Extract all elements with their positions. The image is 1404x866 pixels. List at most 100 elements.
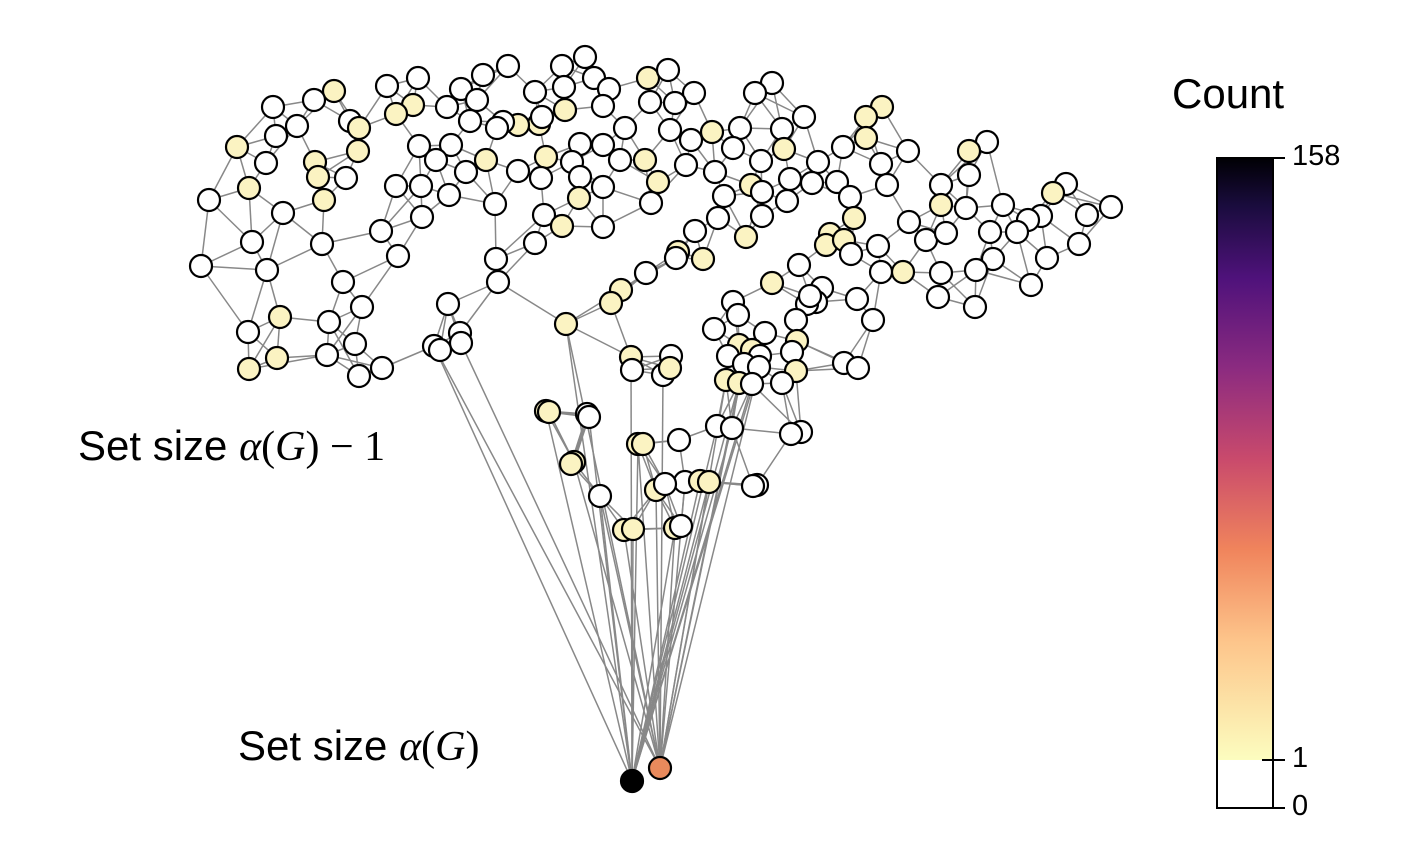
graph-node-count-one: [321, 78, 347, 104]
sink-node-black: [619, 768, 645, 794]
graph-node-count-one: [853, 125, 879, 151]
graph-node-count-zero: [342, 331, 368, 357]
graph-node-count-zero: [868, 259, 894, 285]
sink-edge: [659, 379, 727, 769]
set-size-alpha-label: Set size α(G): [238, 722, 479, 771]
graph-symbol: G: [435, 724, 466, 770]
colorbar-tick-label-max: 158: [1292, 140, 1341, 172]
graph-node-count-zero: [1018, 272, 1044, 298]
graph-node-count-one: [552, 97, 578, 123]
graph-node-count-zero: [483, 246, 509, 272]
graph-node-count-one: [311, 187, 337, 213]
graph-node-count-one: [533, 144, 559, 170]
graph-node-count-zero: [865, 233, 891, 259]
sink-edge: [659, 374, 664, 769]
graph-node-count-zero: [725, 302, 751, 328]
colorbar-gradient: [1217, 158, 1273, 760]
graph-node-count-zero: [590, 174, 616, 200]
graph-node-count-zero: [188, 253, 214, 279]
graph-edge: [200, 265, 249, 333]
sink-node-orange: [647, 755, 673, 781]
graph-symbol: G: [275, 424, 306, 470]
graph-node-count-zero: [239, 229, 265, 255]
graph-node-count-zero: [464, 87, 490, 113]
sink-edge: [655, 489, 661, 769]
graph-node-count-zero: [316, 309, 342, 335]
graph-node-count-zero: [590, 93, 616, 119]
graph-node-count-zero: [590, 214, 616, 240]
sink-edge: [630, 356, 633, 782]
graph-node-count-zero: [551, 74, 577, 100]
graph-node-count-one: [759, 270, 785, 296]
graph-node-count-zero: [956, 162, 982, 188]
sink-edge: [545, 410, 633, 782]
graph-node-count-one: [566, 185, 592, 211]
graph-node-count-one: [558, 451, 584, 477]
graph-node-count-one: [267, 304, 293, 330]
sink-edge: [433, 345, 633, 782]
graph-node-count-zero: [522, 79, 548, 105]
graph-node-count-zero: [742, 80, 768, 106]
graph-node-count-one: [890, 259, 916, 285]
graph-node-count-one: [598, 290, 624, 316]
graph-node-count-zero: [438, 132, 464, 158]
graph-node-count-zero: [748, 148, 774, 174]
graph-node-count-zero: [838, 241, 864, 267]
graph-node-count-zero: [786, 252, 812, 278]
graph-node-count-zero: [607, 147, 633, 173]
graph-node-count-zero: [1004, 219, 1030, 245]
graph-node-count-zero: [783, 307, 809, 333]
graph-node-count-zero: [666, 427, 692, 453]
graph-node-count-zero: [470, 62, 496, 88]
graph-edge: [497, 281, 567, 325]
graph-node-count-zero: [531, 202, 557, 228]
graph-node-count-zero: [681, 80, 707, 106]
graph-node-count-zero: [529, 104, 555, 130]
graph-node-count-zero: [895, 138, 921, 164]
graph-node-count-zero: [953, 195, 979, 221]
graph-node-count-zero: [928, 172, 954, 198]
graph-node-count-zero: [260, 94, 286, 120]
graph-node-count-one: [733, 224, 759, 250]
graph-node-count-zero: [284, 113, 310, 139]
graph-node-count-zero: [572, 44, 598, 70]
graph-node-count-zero: [678, 127, 704, 153]
sink-edge: [599, 495, 633, 782]
graph-node-count-one: [473, 147, 499, 173]
graph-node-count-zero: [408, 173, 434, 199]
graph-node-count-zero: [845, 355, 871, 381]
graph-node-count-zero: [453, 159, 479, 185]
graph-node-count-zero: [235, 319, 261, 345]
graph-node-count-zero: [485, 269, 511, 295]
graph-node-count-zero: [702, 159, 728, 185]
graph-node-count-zero: [837, 184, 863, 210]
sink-edge: [460, 342, 661, 769]
graph-node-count-zero: [505, 158, 531, 184]
sink-edge: [637, 443, 661, 769]
alpha-symbol: α: [239, 424, 262, 470]
graph-node-count-zero: [383, 173, 409, 199]
graph-node-count-one: [1040, 180, 1066, 206]
graph-node-count-one: [536, 399, 562, 425]
graph-node-count-zero: [528, 165, 554, 191]
paren-open: (: [261, 424, 276, 470]
graph-node-count-one: [645, 169, 671, 195]
graph-node-count-zero: [774, 188, 800, 214]
label-suffix: ) − 1: [305, 424, 386, 470]
graph-node-count-zero: [720, 135, 746, 161]
graph-node-count-one: [635, 65, 661, 91]
graph-node-count-zero: [652, 471, 678, 497]
sink-edge: [573, 461, 661, 769]
colorbar-tick-label-one: 1: [1292, 742, 1309, 774]
graph-node-count-zero: [1098, 194, 1124, 220]
graph-node-count-zero: [576, 404, 602, 430]
graph-node-count-one: [841, 205, 867, 231]
graph-node-count-zero: [409, 204, 435, 230]
graph-edge: [565, 323, 632, 358]
graph-node-count-one: [853, 104, 879, 130]
sink-edge: [631, 443, 639, 782]
graph-node-count-zero: [830, 134, 856, 160]
graph-node-count-one: [346, 115, 372, 141]
graph-node-count-zero: [962, 294, 988, 320]
graph-node-count-zero: [668, 513, 694, 539]
